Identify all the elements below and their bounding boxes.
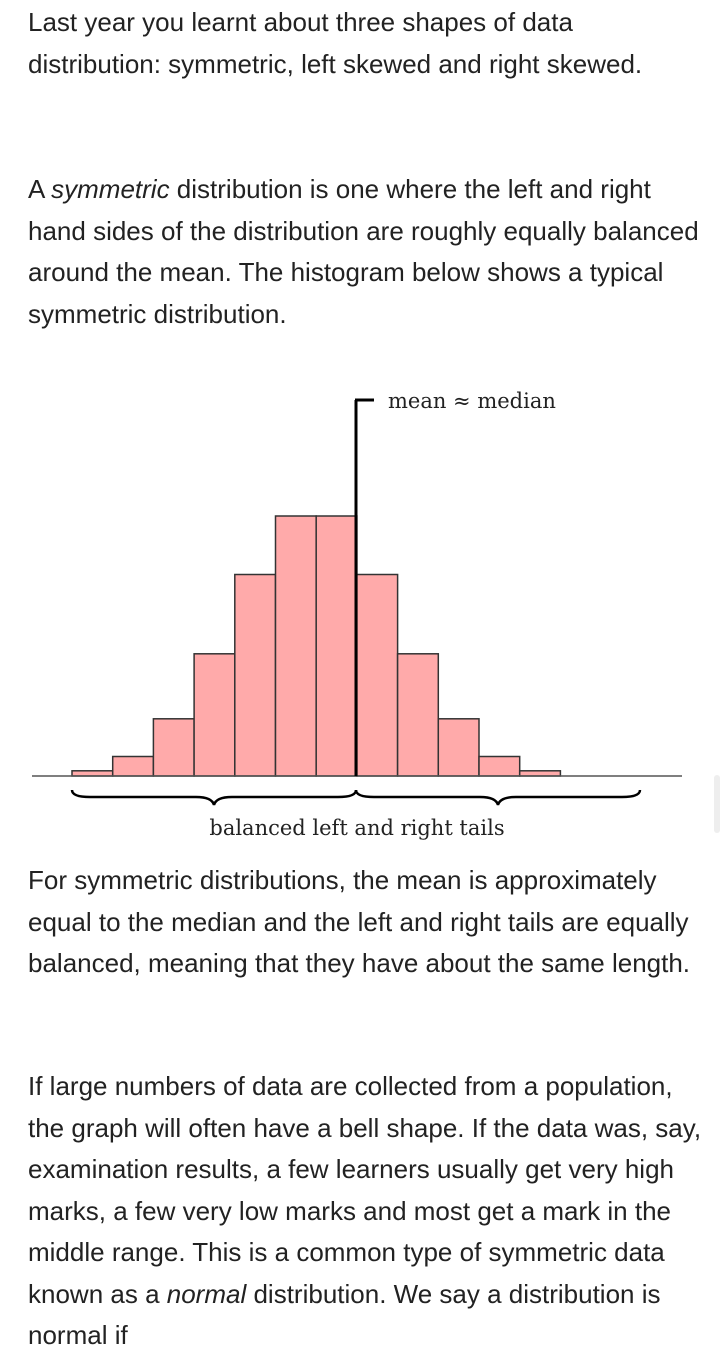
symmetric-properties-paragraph: For symmetric distributions, the mean is…: [28, 865, 691, 978]
histogram-bar-7: [315, 515, 358, 777]
histogram-bar-8: [356, 573, 399, 777]
histogram-bar-6: [274, 515, 317, 777]
p4-suffix: distribution. We say a distribution is n…: [28, 1278, 661, 1351]
symmetric-histogram: mean ≈ median balanced left and right ta…: [32, 389, 682, 840]
tails-label: balanced left and right tails: [209, 816, 504, 840]
histogram-bar-12: [518, 770, 562, 777]
histogram-bar-3: [152, 718, 195, 777]
histogram-bar-11: [478, 755, 521, 777]
left-tail-brace: [70, 789, 358, 806]
symmetric-definition-paragraph: A symmetric distribution is one where th…: [28, 169, 708, 335]
histogram-bar-9: [396, 653, 440, 777]
histogram-bar-1: [71, 770, 114, 777]
mean-median-label: mean ≈ median: [388, 389, 556, 413]
normal-term: normal: [166, 1278, 247, 1309]
histogram-bars: [71, 515, 562, 777]
histogram-bar-2: [111, 755, 155, 777]
histogram-bar-10: [437, 718, 480, 777]
p4-prefix: If large numbers of data are collected f…: [28, 1071, 702, 1309]
normal-distribution-paragraph: If large numbers of data are collected f…: [28, 1066, 708, 1357]
p2-prefix: A: [28, 174, 52, 204]
p2-body: distribution is one where the left and r…: [28, 174, 699, 329]
scrollbar-thumb[interactable]: [714, 775, 720, 833]
symmetric-term: symmetric: [51, 174, 170, 204]
histogram-bar-5: [234, 573, 277, 777]
right-tail-brace: [354, 789, 642, 806]
intro-paragraph: Last year you learnt about three shapes …: [28, 7, 643, 79]
histogram-bar-4: [193, 653, 236, 777]
